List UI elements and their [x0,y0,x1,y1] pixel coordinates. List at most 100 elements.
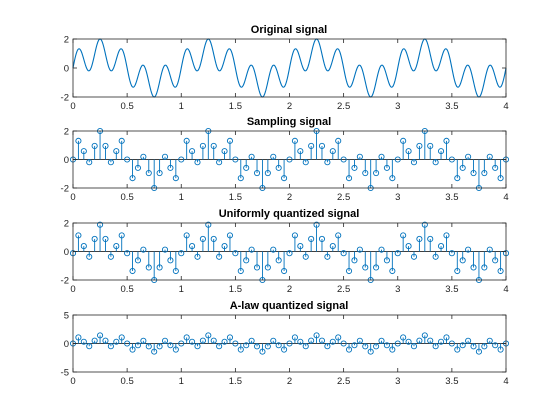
stem-marker [329,148,336,155]
stem-marker [335,334,342,341]
stem-marker [313,221,320,228]
y-tick-label: -2 [61,93,69,104]
stem-marker [340,156,347,163]
stem-marker [253,264,261,271]
stem-marker [356,246,363,253]
stem-marker [465,337,472,344]
stem-marker [486,337,493,344]
stem-marker [291,334,298,341]
stem-marker [86,253,93,260]
stem-marker [243,257,250,264]
stem-marker [189,243,196,250]
stem-marker [416,337,423,344]
stem-marker [140,337,147,344]
stem-marker [86,343,93,350]
stem-marker [410,253,418,260]
x-tick-label: 0 [70,192,75,203]
stem-marker [216,343,223,350]
stem-marker [362,264,369,271]
x-tick-label: 2 [287,101,292,112]
stem-marker [129,175,136,182]
stem-marker [437,148,445,155]
stem-marker [465,246,472,253]
stem-marker [383,164,390,171]
stem-marker [378,153,385,160]
stem-marker [210,337,217,344]
stem-marker [340,340,347,347]
stem-marker [129,346,136,353]
stem-marker [156,343,163,350]
stem-marker [210,235,217,243]
stem-marker [481,170,488,177]
stem-marker [308,235,315,243]
stem-marker [405,243,412,250]
stem-marker [400,232,407,239]
stem-marker [302,253,309,260]
stem-marker [145,343,152,350]
stem-marker [378,246,385,253]
x-tick-label: 0 [70,376,75,387]
stem-marker [270,153,277,160]
stem-marker [232,250,239,257]
stem-marker [97,332,104,339]
stem-marker [335,232,342,239]
stem-marker [470,170,477,177]
stem-marker [492,342,499,349]
stem-marker [421,221,428,228]
stem-marker [189,148,196,155]
x-tick-label: 0.5 [121,101,134,112]
stem-marker [226,334,234,341]
stem-marker [129,267,136,275]
stem-marker [194,253,201,260]
stem-marker [448,340,455,347]
panel-uniformly-quantized-signal: Uniformly quantized signal 0 0.5 1 1.5 2 2.5 3… [61,208,510,295]
x-tick-label: 2.5 [337,284,350,295]
stem-marker [427,142,434,149]
stem-marker [172,346,179,353]
stem-marker [324,343,331,350]
stem-marker [205,221,212,228]
stem-marker [232,156,239,163]
stem-marker [172,175,179,182]
stem-marker [91,235,98,243]
stem-marker [345,175,353,182]
stem-marker [416,142,423,149]
stem-marker [421,332,428,339]
stem-marker [107,159,114,166]
stem-marker [80,338,87,345]
stem-marker [243,164,250,171]
stem-marker [405,338,412,345]
stem-marker [297,243,304,250]
stem-marker [189,338,196,345]
stem-marker [248,153,255,160]
panel-original-signal: Original signal 0 0.5 1 1.5 2 2.5 3 3.5 4-202 [61,24,509,112]
stem-marker [286,156,293,163]
stem-marker [264,264,271,271]
stem-marker [134,342,141,349]
x-tick-label: 1.5 [229,192,242,203]
x-tick-label: 3 [395,192,400,203]
x-tick-label: 4 [503,284,508,295]
stem-marker [481,264,488,271]
x-tick-label: 3 [395,101,400,112]
stem-marker [410,343,418,350]
panel-title: Sampling signal [247,116,331,128]
stem-marker [432,159,439,166]
stem-marker [80,243,87,250]
y-tick-label: 0 [64,64,69,75]
stem-marker [492,257,499,264]
stem-marker [199,235,206,243]
stem-marker [259,348,266,355]
panel-sampling-signal: Sampling signal 0 0.5 1 1.5 2 2.5 3 3.5 4-202 [61,116,510,203]
stem-marker [210,142,217,149]
stem-marker [465,153,472,160]
stem-marker [448,250,455,257]
stem-marker [329,338,336,345]
stem-marker [75,232,82,239]
stem-marker [221,338,228,345]
stem-marker [118,137,125,144]
stem-marker [270,337,277,344]
stem-marker [140,153,147,160]
stem-marker [151,348,158,355]
